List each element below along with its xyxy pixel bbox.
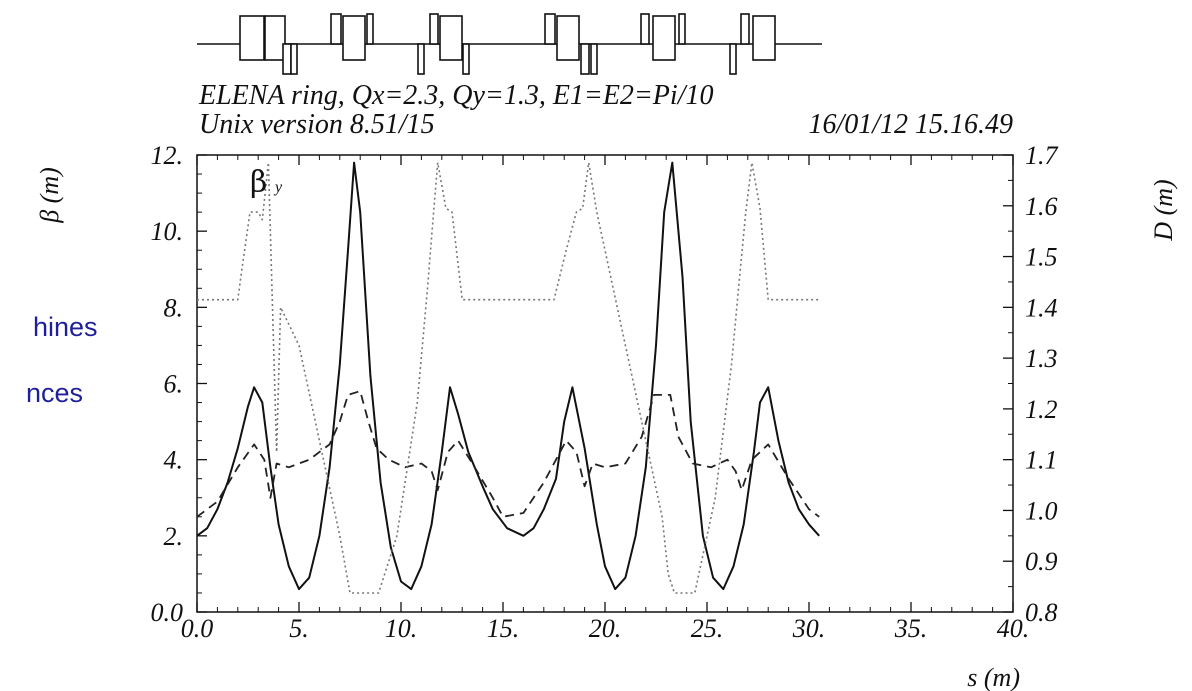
lattice-quad: [429, 13, 439, 45]
side-text-fragment-2: nces: [26, 378, 84, 408]
lattice-diagram: [197, 13, 822, 75]
x-tick-label: 10.: [385, 614, 418, 643]
x-tick-label: 15.: [487, 614, 520, 643]
y-right-tick-label: 1.1: [1025, 446, 1058, 475]
chart-title: ELENA ring, Qx=2.3, Qy=1.3, E1=E2=Pi/10: [198, 80, 713, 111]
x-tick-label: 25.: [691, 614, 724, 643]
series-dotted: [197, 161, 820, 594]
y-right-tick-label: 1.4: [1025, 293, 1058, 322]
lattice-quad: [640, 13, 650, 45]
y-left-tick-label: 2.: [164, 522, 184, 551]
lattice-quad: [290, 43, 298, 75]
series-group: [196, 161, 820, 594]
text-labels: ELENA ring, Qx=2.3, Qy=1.3, E1=E2=Pi/10U…: [35, 80, 1178, 691]
beta-y-annotation-sub: y: [273, 179, 283, 196]
y-right-tick-label: 1.5: [1025, 243, 1058, 272]
lattice-dipole-box: [342, 15, 366, 61]
lattice-quad: [590, 43, 598, 75]
x-tick-label: 40.: [997, 614, 1030, 643]
lattice-quad: [580, 43, 590, 75]
x-tick-label: 20.: [589, 614, 622, 643]
y-right-tick-label: 0.9: [1025, 547, 1058, 576]
x-axis-label: s (m): [967, 663, 1020, 691]
chart-subtitle-right: 16/01/12 15.16.49: [808, 109, 1013, 140]
chart-subtitle-left: Unix version 8.51/15: [199, 109, 435, 140]
x-tick-label: 0.0: [181, 614, 214, 643]
lattice-quad: [678, 13, 686, 45]
plot-frame: [196, 154, 1014, 613]
lattice-dipole: [239, 15, 265, 61]
lattice-quad: [740, 13, 750, 45]
y-left-tick-label: 8.: [164, 293, 184, 322]
side-text-fragment-1: hines: [33, 312, 98, 342]
lattice-dipole-box: [264, 15, 286, 61]
lattice-quad: [417, 43, 425, 75]
lattice-quad: [729, 43, 737, 75]
lattice-quad: [282, 43, 292, 75]
lattice-dipole-box: [652, 15, 676, 61]
y-right-axis-label: D (m): [1149, 179, 1178, 241]
y-right-tick-label: 0.8: [1025, 598, 1058, 627]
y-right-tick-label: 1.7: [1025, 141, 1059, 170]
y-left-tick-label: 10.: [151, 217, 184, 246]
y-right-tick-label: 1.0: [1025, 496, 1058, 525]
x-tick-label: 35.: [894, 614, 928, 643]
y-right-tick-label: 1.3: [1025, 344, 1058, 373]
lattice-quad: [330, 13, 342, 45]
axis-ticks: 0.0 5. 10. 15. 20. 25. 30. 35. 40. 0.0 2. 4. 6. 8. 10.…: [151, 141, 1059, 643]
lattice-dipole-box: [752, 15, 776, 61]
lattice-quad: [544, 13, 556, 45]
lattice-dipole-box: [556, 15, 580, 61]
lattice-quad: [462, 43, 470, 75]
series-line-solid: [196, 161, 820, 591]
x-tick-label: 30.: [792, 614, 826, 643]
y-left-tick-label: 4.: [164, 446, 184, 475]
plot-border: [196, 154, 1014, 613]
beta-y-annotation: β: [250, 165, 267, 200]
y-right-tick-label: 1.6: [1025, 192, 1058, 221]
y-left-tick-label: 6.: [164, 370, 184, 399]
y-left-tick-label: 12.: [151, 141, 184, 170]
lattice-quad: [366, 13, 374, 45]
lattice-dipole-box: [439, 15, 463, 61]
series-dashed: [196, 390, 820, 518]
y-left-tick-label: 0.0: [151, 598, 184, 627]
series-line-dotted: [197, 161, 820, 594]
y-right-tick-label: 1.2: [1025, 395, 1058, 424]
series-solid: [196, 161, 820, 591]
y-left-axis-label: β (m): [35, 167, 64, 224]
x-tick-label: 5.: [289, 614, 309, 643]
series-line-dashed: [196, 390, 820, 518]
